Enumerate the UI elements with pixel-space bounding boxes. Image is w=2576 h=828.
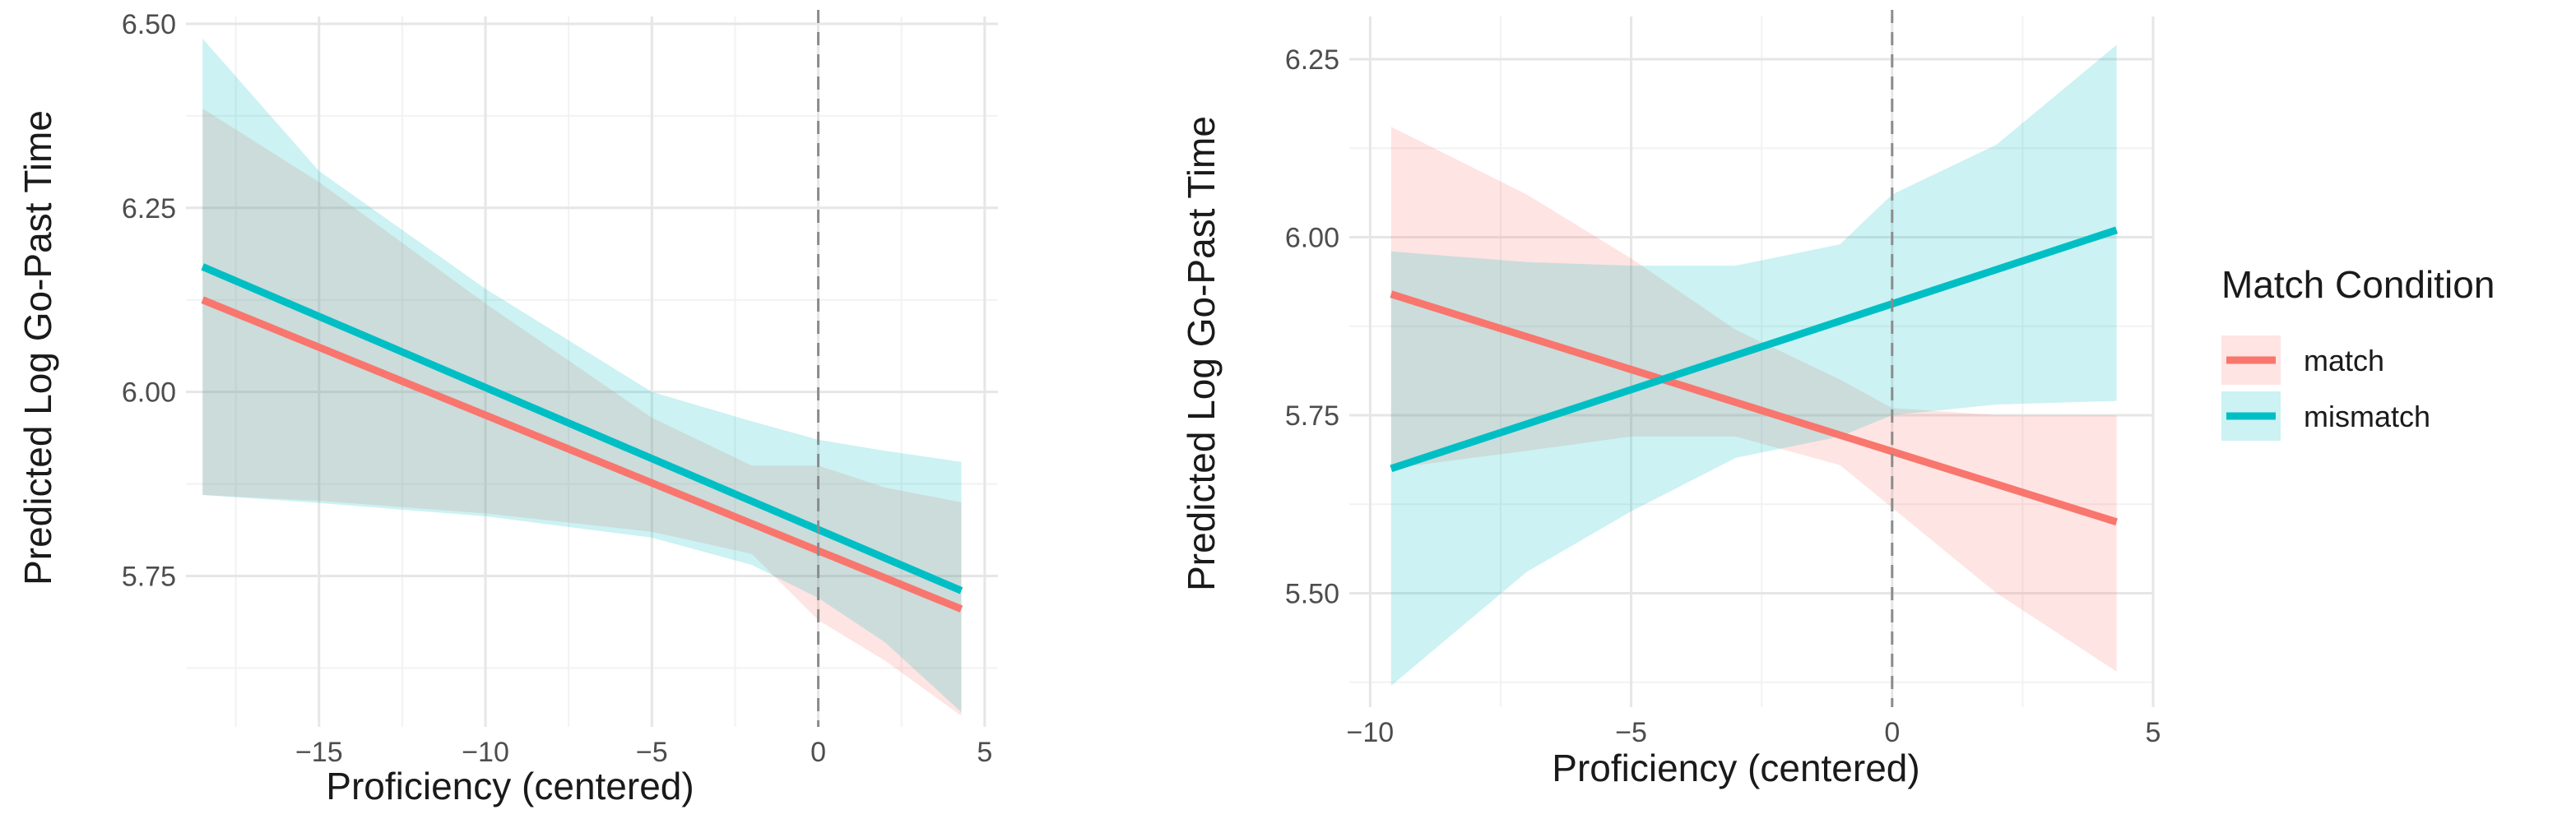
- x-tick-label: 5: [2146, 717, 2161, 748]
- left-y-axis-title: Predicted Log Go-Past Time: [16, 110, 59, 585]
- y-tick-label: 6.25: [1285, 44, 1339, 76]
- legend-title: Match Condition: [2221, 263, 2495, 306]
- y-tick-label: 6.50: [122, 9, 176, 40]
- right-confidence-bands: [1390, 44, 2117, 687]
- series-line-mismatch: [1390, 226, 2119, 473]
- y-tick-label: 5.50: [1285, 578, 1339, 609]
- right-y-axis-title: Predicted Log Go-Past Time: [1180, 116, 1223, 591]
- legend-label-match: match: [2304, 344, 2384, 377]
- x-tick-label: −15: [295, 737, 343, 768]
- right-series-lines: [1390, 226, 2119, 526]
- right-grid: [1349, 16, 2155, 707]
- right-tick-labels: −10 −5 0 5 5.50 5.75 6.00 6.25: [1285, 44, 2161, 748]
- x-tick-label: −10: [1347, 717, 1395, 748]
- y-tick-label: 6.25: [122, 193, 176, 224]
- y-tick-label: 6.00: [1285, 222, 1339, 253]
- legend: Match Condition match mismatch: [2221, 263, 2495, 441]
- legend-label-mismatch: mismatch: [2304, 400, 2430, 433]
- x-tick-label: 0: [1884, 717, 1900, 748]
- right-x-axis-title: Proficiency (centered): [1552, 747, 1919, 789]
- y-tick-label: 5.75: [122, 561, 176, 592]
- x-tick-label: 5: [977, 737, 992, 768]
- x-tick-label: 0: [810, 737, 826, 768]
- confidence-band-mismatch: [1390, 44, 2117, 687]
- series-line-mismatch: [201, 263, 963, 594]
- y-tick-label: 6.00: [122, 377, 176, 409]
- x-tick-label: −5: [636, 737, 668, 768]
- left-confidence-bands: [202, 38, 962, 716]
- series-line-match: [201, 296, 963, 613]
- series-line-match: [1390, 290, 2118, 526]
- x-tick-label: −10: [462, 737, 509, 768]
- confidence-band-mismatch: [202, 38, 962, 713]
- left-tick-labels: −15 −10 −5 0 5 5.75 6.00 6.25 6.50: [122, 9, 992, 768]
- confidence-band-match: [1390, 127, 2117, 672]
- left-series-lines: [201, 263, 963, 613]
- left-panel: −15 −10 −5 0 5 5.75 6.00 6.25 6.50 Proficiency (…: [16, 9, 998, 807]
- confidence-band-match: [202, 108, 962, 716]
- y-tick-label: 5.75: [1285, 400, 1339, 432]
- x-tick-label: −5: [1615, 717, 1647, 748]
- left-x-axis-title: Proficiency (centered): [326, 765, 694, 807]
- right-panel: −10 −5 0 5 5.50 5.75 6.00 6.25 Proficiency (cen…: [1180, 10, 2161, 789]
